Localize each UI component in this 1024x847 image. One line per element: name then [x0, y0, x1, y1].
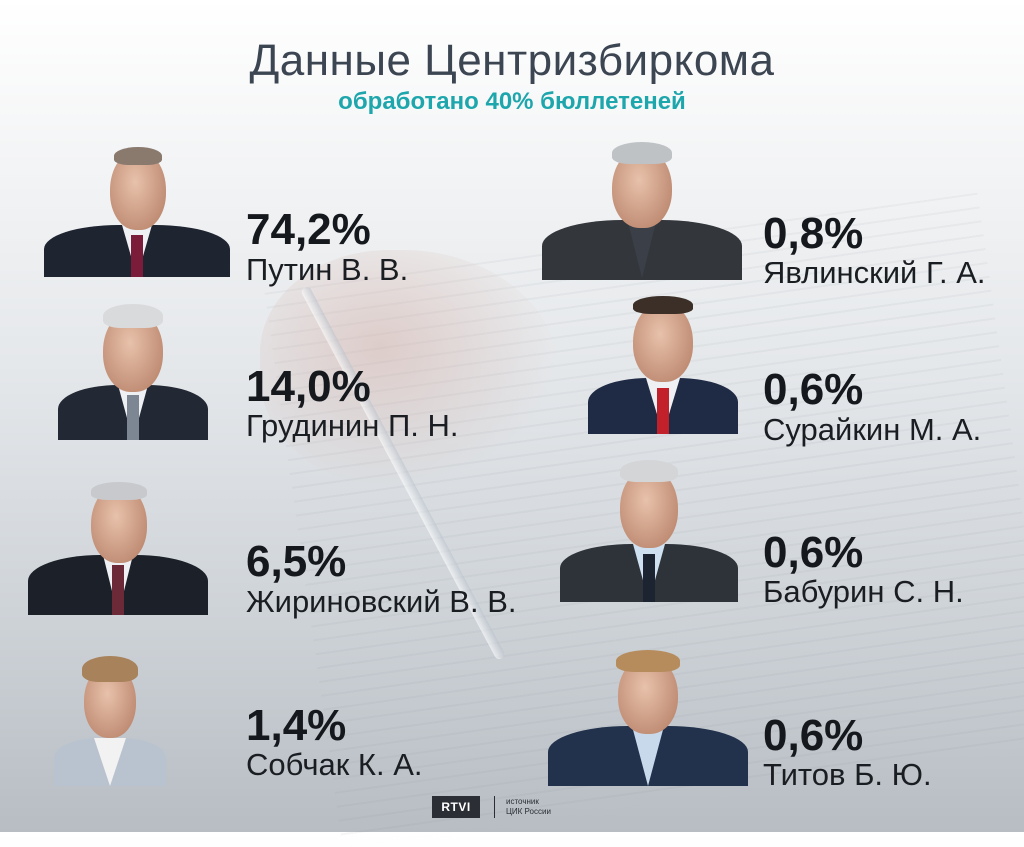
footer-divider	[494, 796, 495, 818]
candidate-photo-sobchak	[54, 650, 166, 786]
candidate-percent: 0,6%	[763, 528, 864, 577]
candidate-percent: 14,0%	[246, 362, 371, 411]
candidate-percent: 0,6%	[763, 365, 864, 414]
candidate-percent: 6,5%	[246, 537, 347, 586]
rtvi-logo: RTVI	[432, 796, 480, 818]
candidate-percent: 1,4%	[246, 701, 347, 750]
candidate-photo-zhirinovsky	[28, 480, 208, 615]
candidate-photo-baburin	[560, 456, 738, 602]
candidate-name: Грудинин П. Н.	[246, 408, 459, 443]
page-subtitle: обработано 40% бюллетеней	[338, 88, 686, 115]
source-line-1: источник	[506, 797, 539, 806]
candidate-name: Путин В. В.	[246, 252, 409, 287]
candidate-photo-putin	[44, 145, 230, 277]
candidate-name: Явлинский Г. А.	[763, 255, 986, 290]
candidate-name: Жириновский В. В.	[246, 584, 517, 619]
source-line-2: ЦИК России	[506, 806, 551, 816]
candidate-name: Сурайкин М. А.	[763, 412, 982, 447]
candidate-percent: 0,8%	[763, 209, 864, 258]
candidate-name: Титов Б. Ю.	[763, 757, 932, 792]
page-title: Данные Центризбиркома	[249, 36, 775, 85]
candidate-photo-suraykin	[588, 292, 738, 434]
source-note: источник ЦИК России	[506, 797, 551, 816]
candidate-percent: 74,2%	[246, 205, 371, 254]
candidate-percent: 0,6%	[763, 711, 864, 760]
candidate-photo-titov	[548, 646, 748, 786]
candidate-name: Собчак К. А.	[246, 747, 423, 782]
candidate-photo-yavlinsky	[542, 140, 742, 280]
candidate-photo-grudinin	[58, 300, 208, 440]
candidate-name: Бабурин С. Н.	[763, 574, 964, 609]
